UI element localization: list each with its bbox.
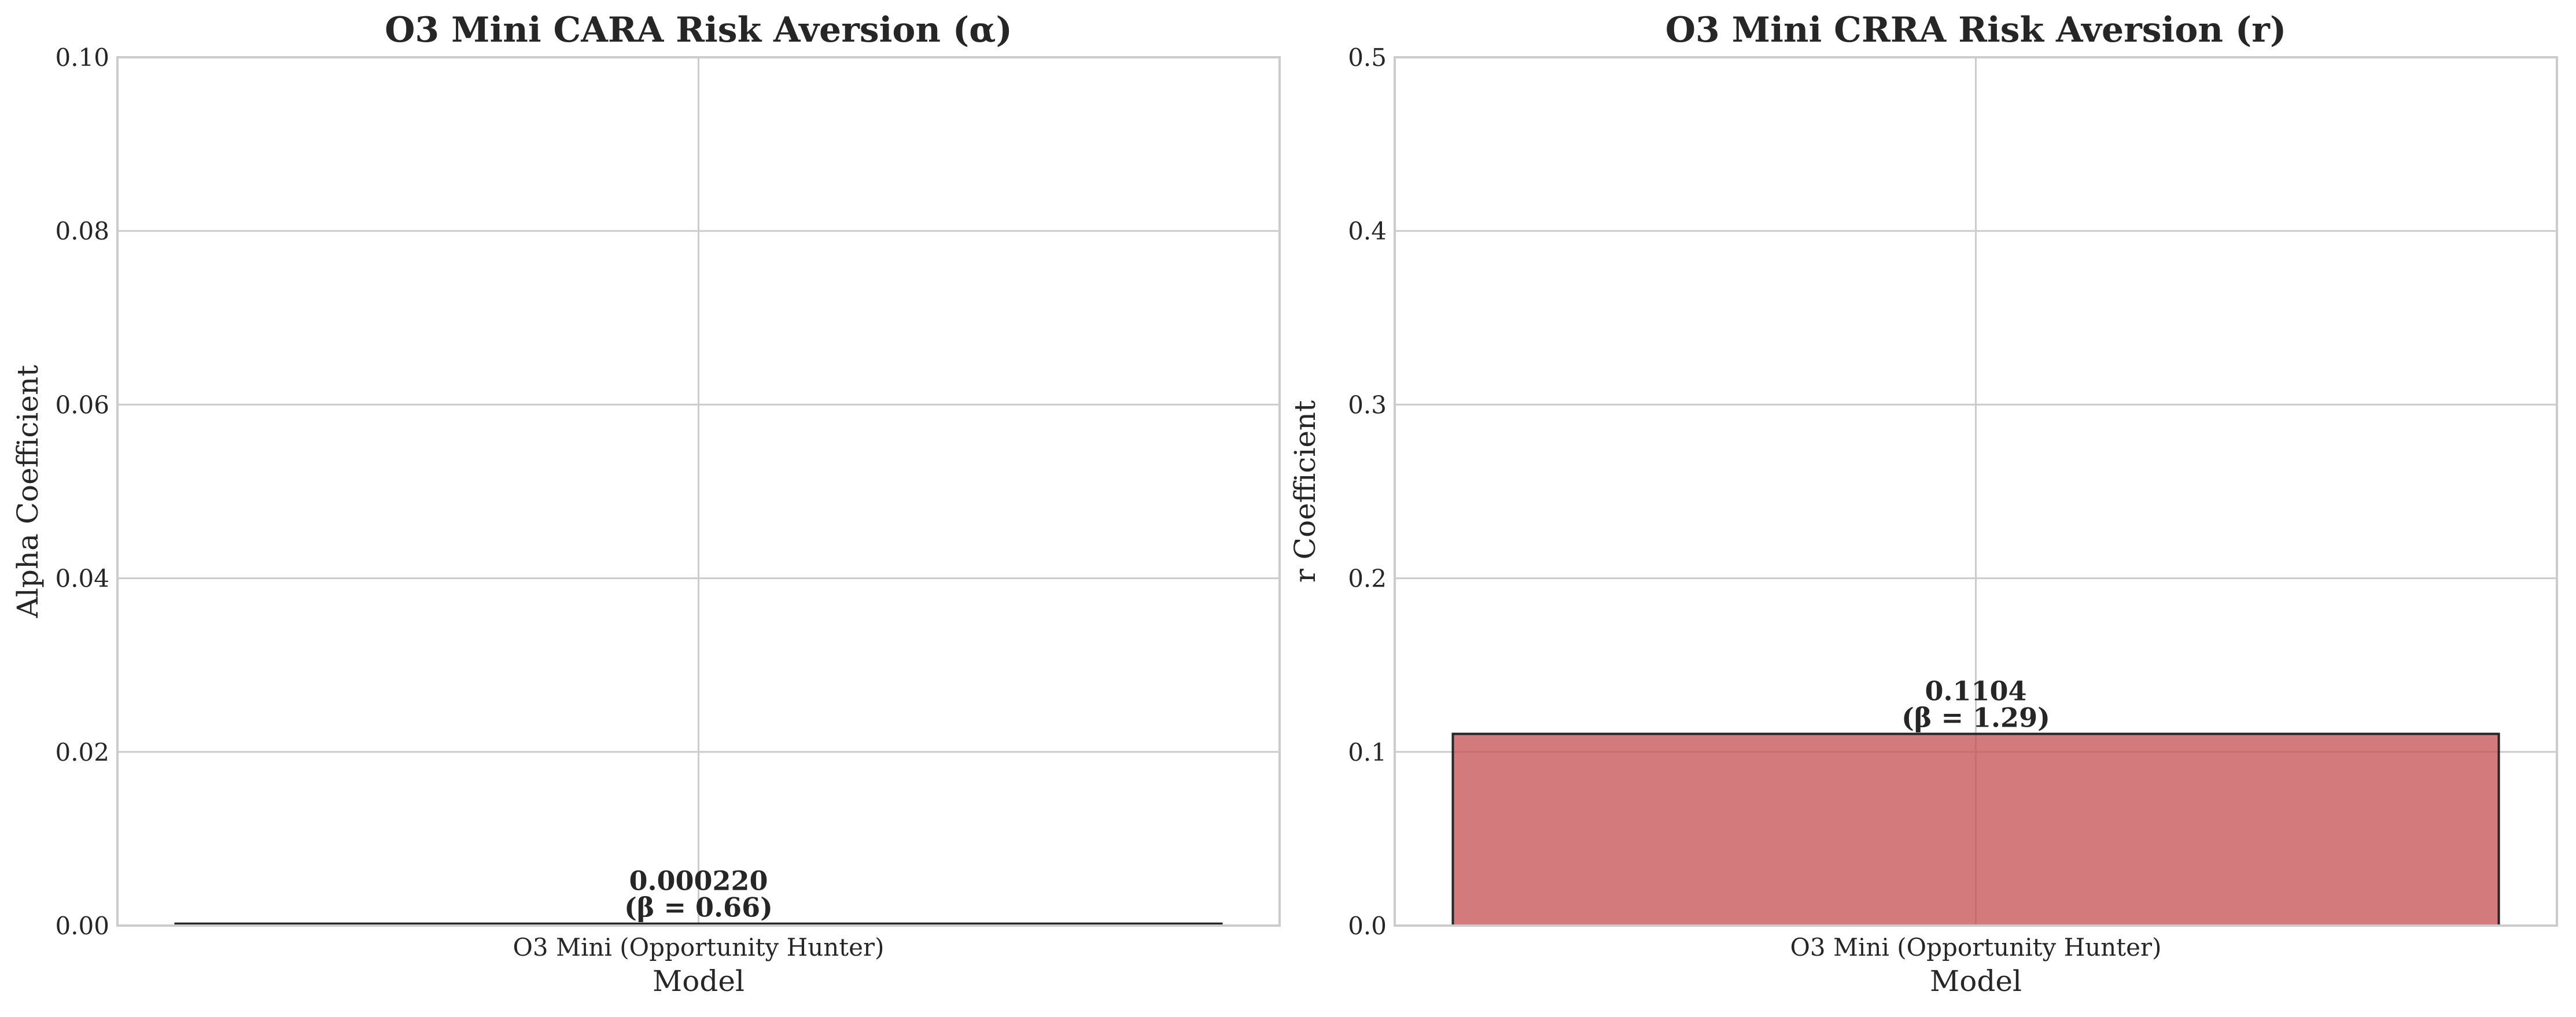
chart-title: O3 Mini CARA Risk Aversion (α) (385, 10, 1012, 50)
y-tick-label: 0.04 (55, 565, 109, 593)
chart-panel-1: 0.000220(β = 0.66) O3 Mini (Opportunity H… (11, 10, 1281, 998)
chart-title: O3 Mini CRRA Risk Aversion (r) (1665, 10, 2287, 50)
y-tick-label: 0.0 (1348, 912, 1387, 940)
bar-value-label: 0.1104 (1925, 676, 2026, 707)
y-tick-label: 0.10 (55, 43, 109, 72)
plot-frame (116, 56, 1281, 927)
x-tick-label: O3 Mini (Opportunity Hunter) (513, 933, 884, 961)
y-tick-label: 0.00 (55, 912, 109, 940)
bar-value-label: 0.000220 (629, 865, 768, 897)
plot-frame (1394, 56, 2558, 927)
y-axis-label: r Coefficient (1288, 400, 1322, 583)
y-tick-label: 0.1 (1348, 738, 1387, 767)
bar (1451, 732, 2500, 927)
x-tick-label: O3 Mini (Opportunity Hunter) (1790, 933, 2161, 961)
y-tick-label: 0.3 (1348, 390, 1387, 419)
y-tick-label: 0.08 (55, 217, 109, 245)
y-tick-label: 0.4 (1348, 217, 1387, 245)
x-axis-label: Model (1930, 964, 2022, 998)
y-axis-label: Alpha Coefficient (11, 365, 45, 618)
bar-beta-label: (β = 1.29) (1901, 702, 2050, 734)
chart-panel-2: 0.1104(β = 1.29) O3 Mini (Opportunity Hun… (1288, 10, 2558, 998)
y-tick-label: 0.02 (55, 738, 109, 767)
bar-beta-label: (β = 0.66) (624, 892, 773, 923)
x-axis-label: Model (653, 964, 745, 998)
y-tick-label: 0.5 (1348, 43, 1387, 72)
y-tick-label: 0.2 (1348, 565, 1387, 593)
y-tick-label: 0.06 (55, 390, 109, 419)
